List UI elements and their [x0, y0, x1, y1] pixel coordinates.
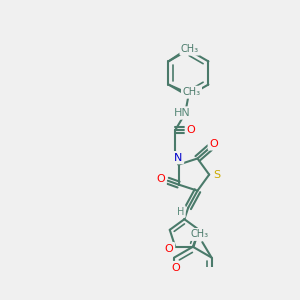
Text: CH₃: CH₃: [182, 87, 201, 97]
Text: H: H: [177, 206, 184, 217]
Text: CH₃: CH₃: [181, 44, 199, 54]
Text: CH₃: CH₃: [190, 230, 208, 239]
Text: O: O: [186, 125, 195, 135]
Text: HN: HN: [174, 108, 190, 118]
Text: N: N: [174, 153, 183, 163]
Text: S: S: [213, 169, 220, 180]
Text: O: O: [165, 244, 174, 254]
Text: O: O: [171, 262, 180, 273]
Text: O: O: [157, 174, 165, 184]
Text: O: O: [209, 139, 218, 149]
